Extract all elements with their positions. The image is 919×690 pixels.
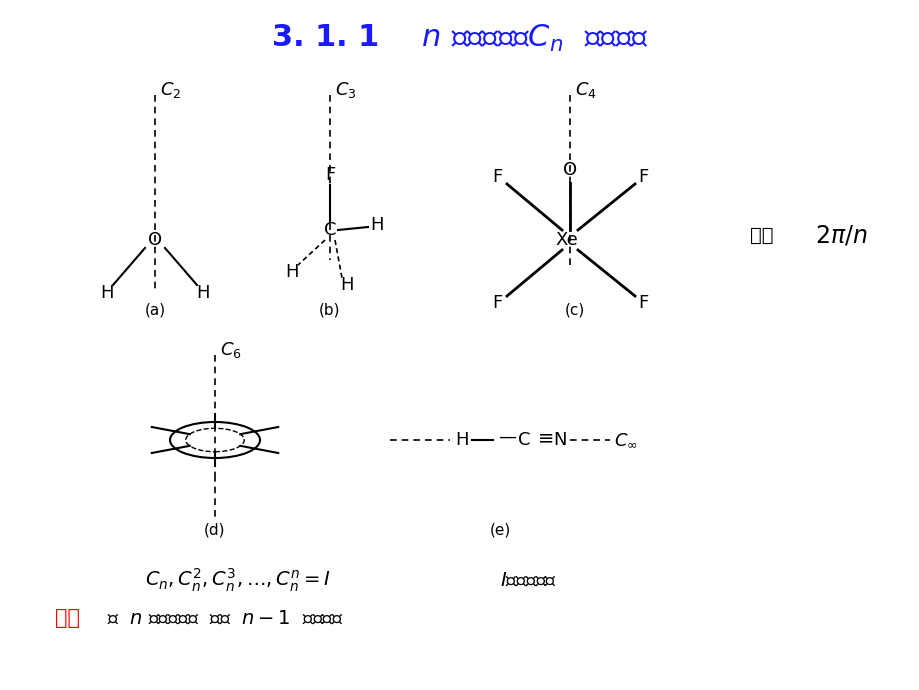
Text: F: F [637, 168, 647, 186]
Text: $\equiv$: $\equiv$ [533, 428, 553, 448]
Text: $C_4$: $C_4$ [574, 80, 596, 100]
Text: F: F [492, 294, 502, 312]
Text: $C_\infty$: $C_\infty$ [613, 431, 637, 449]
Text: $I$为恒等操作: $I$为恒等操作 [499, 571, 556, 589]
Text: $C_n, C_n^2, C_n^3, \ldots, C_n^n = I$: $C_n, C_n^2, C_n^3, \ldots, C_n^n = I$ [145, 566, 331, 593]
Text: H: H [455, 431, 468, 449]
Text: (d): (d) [204, 522, 225, 538]
Text: H: H [196, 284, 210, 302]
Text: F: F [492, 168, 502, 186]
Text: O: O [148, 231, 162, 249]
Text: N: N [552, 431, 566, 449]
Text: $C_2$: $C_2$ [160, 80, 181, 100]
Text: F: F [324, 166, 335, 184]
Text: C: C [323, 221, 335, 239]
Text: —: — [497, 428, 516, 446]
Text: ：  $n$ 最大的轴。  产生  $n-1$  个转动。: ： $n$ 最大的轴。 产生 $n-1$ 个转动。 [107, 609, 344, 627]
Text: 转角: 转角 [749, 226, 773, 244]
Text: $C_3$: $C_3$ [335, 80, 357, 100]
Text: 3. 1. 1    $n$ 重对称轴，$C_n$  （转动）: 3. 1. 1 $n$ 重对称轴，$C_n$ （转动） [271, 23, 648, 54]
Text: (e): (e) [489, 522, 510, 538]
Text: F: F [637, 294, 647, 312]
Text: C: C [517, 431, 530, 449]
Text: H: H [100, 284, 114, 302]
Text: H: H [340, 276, 353, 294]
Text: H: H [369, 216, 383, 234]
Text: 主轴: 主轴 [55, 608, 80, 628]
Text: (b): (b) [319, 302, 340, 317]
Text: O: O [562, 161, 576, 179]
Text: (a): (a) [144, 302, 165, 317]
Text: $C_6$: $C_6$ [220, 340, 242, 360]
Text: $2\pi / n$: $2\pi / n$ [814, 223, 867, 247]
Text: Xe: Xe [555, 231, 578, 249]
Text: H: H [285, 263, 299, 281]
Text: (c): (c) [564, 302, 584, 317]
